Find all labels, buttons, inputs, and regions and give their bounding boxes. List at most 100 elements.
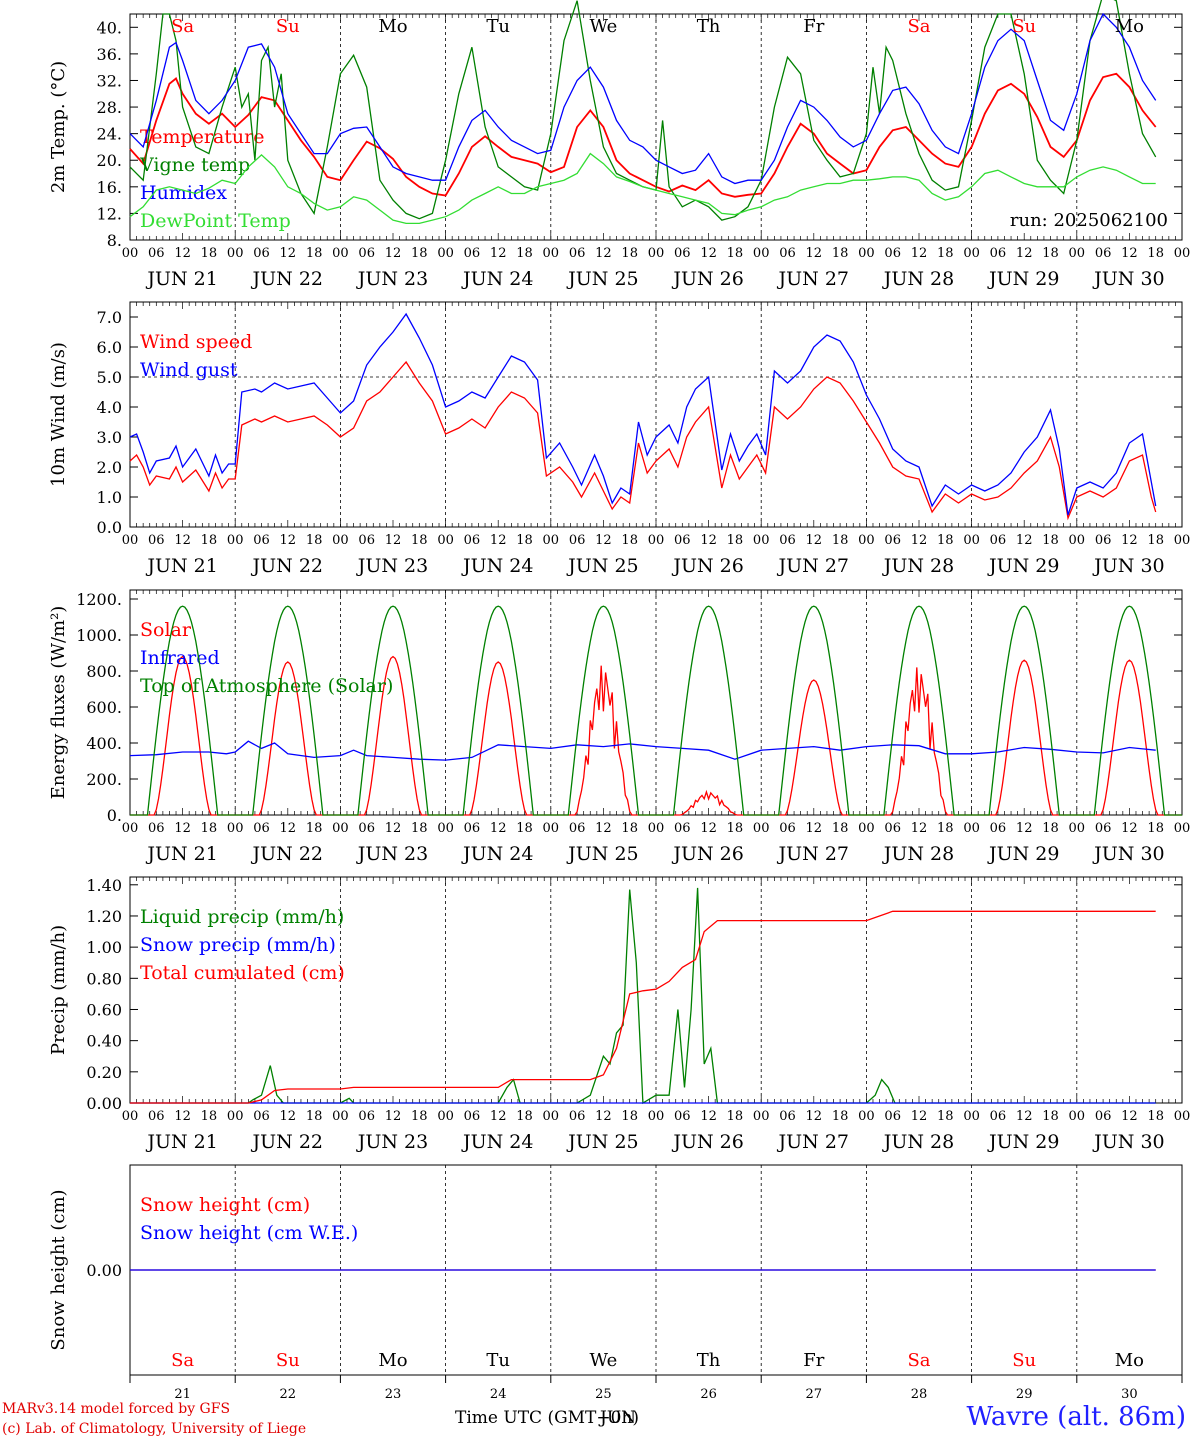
day-label: JUN 26: [671, 1131, 743, 1153]
y-tick-label: 800.: [86, 662, 122, 681]
hour-tick-label: 12: [911, 533, 928, 548]
hour-tick-label: 12: [1016, 246, 1033, 261]
legend-entry: Top of Atmosphere (Solar): [140, 675, 393, 697]
day-number: 28: [911, 1387, 928, 1402]
day-label: JUN 24: [461, 843, 533, 865]
hour-tick-label: 12: [911, 1109, 928, 1124]
hour-tick-label: 06: [253, 821, 270, 836]
hour-tick-label: 18: [832, 1109, 849, 1124]
y-tick-label: 12.: [97, 204, 122, 223]
hour-tick-label: 00: [122, 1109, 139, 1124]
hour-tick-label: 12: [595, 246, 612, 261]
legend-entry: Infrared: [140, 647, 220, 669]
hour-tick-label: 18: [1042, 821, 1059, 836]
hour-tick-label: 06: [779, 246, 796, 261]
day-number: 27: [806, 1387, 823, 1402]
hour-tick-label: 00: [753, 533, 770, 548]
hour-tick-label: 06: [1095, 246, 1112, 261]
hour-tick-label: 00: [227, 533, 244, 548]
hour-tick-label: 18: [411, 246, 428, 261]
hour-tick-label: 00: [543, 821, 560, 836]
hour-tick-label: 00: [543, 1109, 560, 1124]
hour-tick-label: 00: [963, 821, 980, 836]
hour-tick-label: 06: [1095, 821, 1112, 836]
hour-tick-label: 00: [1174, 246, 1191, 261]
hour-tick-label: 06: [674, 533, 691, 548]
hour-tick-label: 18: [306, 1109, 323, 1124]
day-label: JUN 27: [777, 843, 849, 865]
hour-tick-label: 06: [253, 1109, 270, 1124]
x-axis-label-overlap: JUN: [600, 1408, 637, 1428]
hour-tick-label: 18: [832, 533, 849, 548]
day-label: JUN 23: [356, 268, 428, 290]
hour-tick-label: 06: [1095, 1109, 1112, 1124]
hour-tick-label: 12: [1121, 246, 1138, 261]
day-label: JUN 29: [987, 555, 1059, 577]
day-number: 25: [595, 1387, 612, 1402]
series-line-temperature: [129, 72, 1157, 198]
legend-entry: Total cumulated (cm): [140, 962, 345, 984]
hour-tick-label: 18: [411, 1109, 428, 1124]
hour-tick-label: 18: [621, 246, 638, 261]
day-number: 30: [1121, 1387, 1138, 1402]
y-tick-label: 2.0: [97, 458, 122, 477]
day-label: JUN 30: [1092, 1131, 1164, 1153]
hour-tick-label: 00: [122, 246, 139, 261]
hour-tick-label: 18: [937, 246, 954, 261]
hour-tick-label: 12: [174, 1109, 191, 1124]
hour-tick-label: 18: [516, 246, 533, 261]
hour-tick-label: 12: [595, 1109, 612, 1124]
hour-tick-label: 06: [358, 246, 375, 261]
day-label: JUN 28: [882, 555, 954, 577]
hour-tick-label: 12: [385, 1109, 402, 1124]
day-number: 21: [174, 1387, 191, 1402]
y-tick-label: 28.: [97, 98, 122, 117]
station-title: Wavre (alt. 86m): [966, 1402, 1186, 1432]
day-label: JUN 25: [566, 843, 638, 865]
y-tick-label: 200.: [86, 770, 122, 789]
hour-tick-label: 00: [858, 821, 875, 836]
hour-tick-label: 00: [1174, 821, 1191, 836]
legend-entry: Vigne temp: [139, 154, 250, 176]
day-label: JUN 26: [671, 843, 743, 865]
weekday-label-top: Su: [1012, 16, 1036, 37]
legend-entry: Liquid precip (mm/h): [140, 906, 344, 928]
hour-tick-label: 12: [174, 533, 191, 548]
hour-tick-label: 06: [674, 821, 691, 836]
y-tick-label: 0.0: [97, 518, 122, 537]
y-tick-label: 1000.: [76, 626, 122, 645]
hour-tick-label: 12: [1016, 533, 1033, 548]
hour-tick-label: 18: [727, 246, 744, 261]
day-number: 22: [280, 1387, 297, 1402]
hour-tick-label: 00: [437, 821, 454, 836]
day-label: JUN 29: [987, 268, 1059, 290]
legend-entry: Snow height (cm W.E.): [140, 1222, 358, 1244]
weekday-label-top: Th: [697, 16, 721, 37]
hour-tick-label: 18: [1147, 533, 1164, 548]
hour-tick-label: 06: [674, 1109, 691, 1124]
hour-tick-label: 06: [884, 1109, 901, 1124]
legend-entry: DewPoint Temp: [140, 210, 291, 232]
legend-entry: Humidex: [140, 182, 227, 204]
weekday-label-top: Su: [276, 16, 300, 37]
hour-tick-label: 06: [569, 821, 586, 836]
y-tick-label: 1.40: [86, 876, 122, 895]
hour-tick-label: 06: [674, 246, 691, 261]
hour-tick-label: 18: [411, 533, 428, 548]
series-line-vigne-temp: [129, 0, 1157, 221]
y-tick-label: 16.: [97, 178, 122, 197]
hour-tick-label: 00: [963, 246, 980, 261]
y-axis-label: 10m Wind (m/s): [48, 342, 69, 487]
hour-tick-label: 00: [1174, 533, 1191, 548]
y-tick-label: 600.: [86, 698, 122, 717]
y-tick-label: 7.0: [97, 308, 122, 327]
hour-tick-label: 00: [753, 1109, 770, 1124]
hour-tick-label: 12: [700, 821, 717, 836]
hour-tick-label: 00: [1069, 533, 1086, 548]
hour-tick-label: 06: [253, 246, 270, 261]
y-tick-label: 40.: [97, 18, 122, 37]
legend-entry: Snow height (cm): [140, 1194, 310, 1216]
hour-tick-label: 06: [884, 246, 901, 261]
series-line-infrared: [129, 740, 1156, 761]
